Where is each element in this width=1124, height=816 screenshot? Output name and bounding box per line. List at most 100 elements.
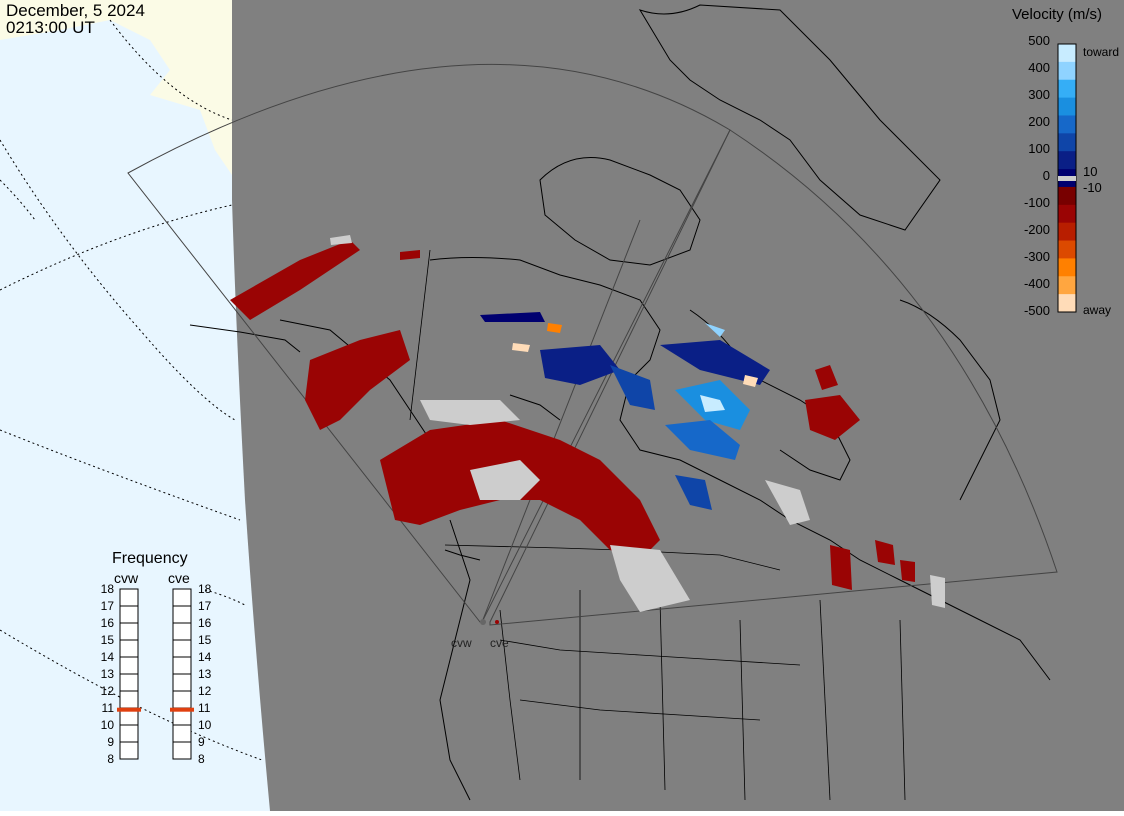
colorbar-swatch	[1058, 97, 1076, 116]
frequency-cell	[172, 656, 192, 675]
velocity-cell	[547, 323, 562, 333]
frequency-station-cve: cve	[168, 570, 190, 586]
lat-lon-grid	[0, 19, 263, 761]
velocity-cell	[400, 250, 420, 260]
frequency-cell	[119, 741, 139, 760]
colorbar-swatch	[1058, 115, 1076, 134]
frequency-scale-label: 18	[198, 582, 212, 596]
colorbar-tick-label: -200	[1023, 222, 1050, 237]
colorbar-tick-label: 300	[1028, 87, 1050, 102]
colorbar-swatch	[1058, 61, 1076, 81]
frequency-cell	[172, 622, 192, 641]
colorbar-tick-label: 400	[1028, 60, 1050, 75]
colorbar-tick-label: -300	[1023, 249, 1050, 264]
velocity-cell	[305, 330, 410, 430]
frequency-cell	[172, 690, 192, 709]
frequency-scale-label: 12	[100, 684, 114, 698]
velocity-cell	[540, 345, 620, 385]
frequency-scale-label: 14	[198, 650, 212, 664]
velocity-cell	[675, 475, 712, 510]
frequency-cell	[119, 724, 139, 743]
frequency-cell	[172, 741, 192, 760]
frequency-scale-label: 13	[100, 667, 114, 681]
frequency-scale-label: 10	[100, 718, 114, 732]
colorbar-tick-label: -100	[1023, 195, 1050, 210]
velocity-cell	[610, 365, 655, 410]
frequency-cell	[119, 605, 139, 624]
velocity-cells	[230, 235, 945, 612]
velocity-cell	[700, 395, 725, 412]
frequency-title: Frequency	[112, 550, 188, 567]
colorbar-title: Velocity (m/s)	[1012, 6, 1103, 23]
ground-scatter	[930, 575, 945, 608]
ground-scatter	[470, 460, 540, 500]
frequency-scale-label: 18	[100, 582, 114, 596]
ground-scatter	[420, 400, 520, 425]
velocity-cell	[480, 312, 545, 322]
frequency-cell	[119, 656, 139, 675]
colorbar-swatch	[1058, 79, 1076, 99]
velocity-cell	[805, 395, 860, 440]
velocity-cell	[512, 343, 530, 352]
date-label: December, 5 2024	[6, 1, 145, 20]
colorbar-swatch	[1058, 204, 1076, 224]
colorbar-swatch	[1058, 151, 1076, 170]
frequency-scale-label: 14	[100, 650, 114, 664]
frequency-cell	[172, 639, 192, 658]
velocity-colorbar	[1057, 43, 1077, 313]
boundaries	[409, 249, 906, 801]
ground-scatter	[610, 545, 690, 612]
frequency-scale-label: 10	[198, 718, 212, 732]
coastlines	[189, 4, 1051, 801]
frequency-scale-label: 17	[100, 599, 114, 613]
ice-region	[0, 0, 232, 175]
colorbar-swatch	[1058, 240, 1076, 259]
frequency-scale-label: 9	[107, 735, 114, 749]
frequency-scale-label: 15	[198, 633, 212, 647]
frequency-scale-label: 13	[198, 667, 212, 681]
radar-site-cvw	[480, 619, 486, 625]
frequency-cell	[172, 605, 192, 624]
frequency-cell	[119, 622, 139, 641]
colorbar-swatch	[1058, 222, 1076, 242]
night-region	[232, 0, 1124, 811]
radar-label-cvw: cvw	[451, 636, 472, 650]
frequency-scale-label: 8	[198, 752, 205, 766]
frequency-scale-label: 9	[198, 735, 205, 749]
frequency-cell	[172, 724, 192, 743]
velocity-cell	[815, 365, 838, 390]
frequency-cell	[119, 673, 139, 692]
colorbar-swatch	[1058, 276, 1076, 295]
colorbar-tick-label: 500	[1028, 33, 1050, 48]
frequency-cell	[172, 673, 192, 692]
frequency-bars	[117, 588, 194, 760]
velocity-cell	[900, 560, 915, 582]
colorbar-tick-label: 0	[1042, 168, 1050, 183]
ground-scatter	[765, 480, 810, 525]
toward-label: toward	[1083, 45, 1120, 59]
frequency-indicator	[117, 707, 141, 712]
velocity-cell	[665, 420, 740, 460]
colorbar-zero-band	[1058, 176, 1076, 181]
velocity-cell	[830, 545, 852, 590]
velocity-cell	[705, 323, 725, 337]
colorbar-swatch	[1058, 186, 1076, 206]
radar-fov	[127, 63, 1058, 626]
velocity-cell	[743, 375, 758, 387]
radar-label-cve: cve	[490, 636, 509, 650]
frequency-scale-label: 16	[198, 616, 212, 630]
frequency-scale-label: 12	[198, 684, 212, 698]
frequency-cell	[172, 588, 192, 607]
velocity-cell	[230, 240, 360, 320]
ground-scatter	[330, 235, 352, 245]
threshold-neg-label: -10	[1083, 180, 1102, 195]
frequency-scale-label: 11	[198, 701, 211, 715]
colorbar-swatch	[1058, 44, 1076, 63]
frequency-scale-label: 16	[100, 616, 114, 630]
frequency-scale-label: 15	[100, 633, 114, 647]
frequency-scale-label: 17	[198, 599, 212, 613]
colorbar-tick-label: -400	[1023, 276, 1050, 291]
radar-site-cve	[495, 620, 499, 624]
frequency-cell	[119, 588, 139, 607]
